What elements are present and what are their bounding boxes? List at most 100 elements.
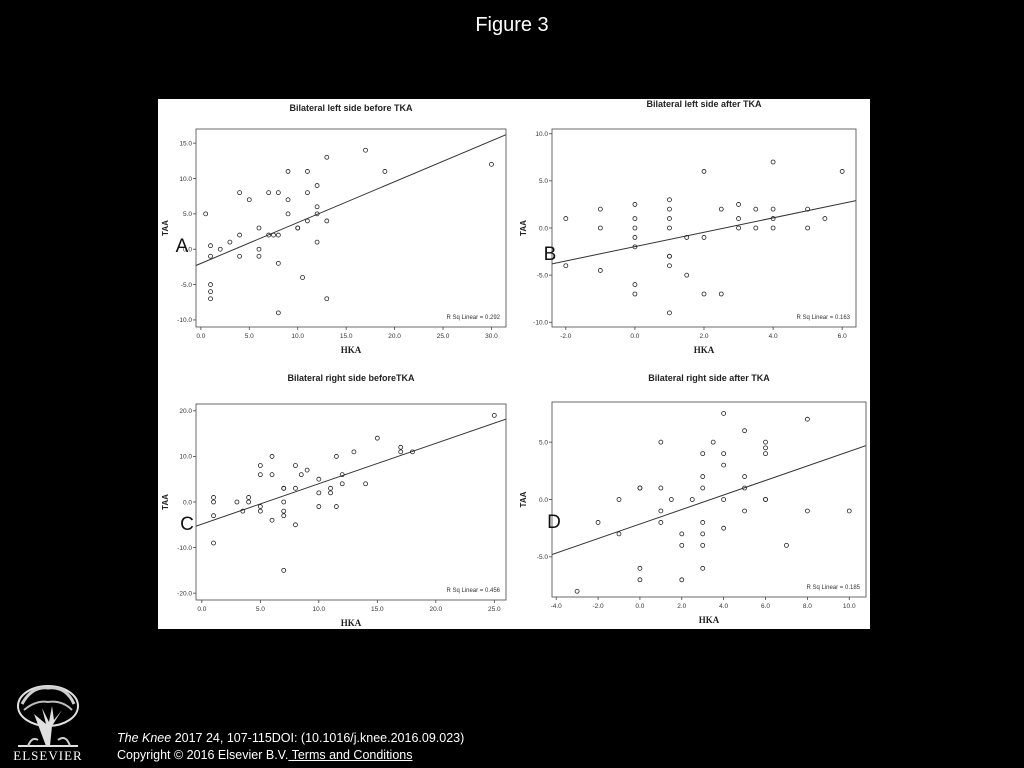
x-tick-label: 0.0 xyxy=(630,333,639,340)
y-tick-label: -10.0 xyxy=(533,320,548,327)
x-tick-label: 10.0 xyxy=(313,606,326,613)
data-point xyxy=(328,490,333,496)
data-point xyxy=(328,485,333,491)
data-point xyxy=(632,235,638,240)
x-tick-label: 20.0 xyxy=(429,606,442,613)
data-point xyxy=(281,513,287,519)
panel-label: B xyxy=(544,244,557,265)
data-point xyxy=(718,291,724,297)
data-point xyxy=(208,253,213,259)
data-point xyxy=(285,197,291,203)
data-point xyxy=(324,296,330,302)
data-point xyxy=(339,481,345,487)
data-point xyxy=(285,211,291,217)
data-point xyxy=(203,211,209,217)
x-tick-label: 0.0 xyxy=(635,603,644,610)
x-tick-label: 8.0 xyxy=(803,603,812,610)
data-point xyxy=(275,260,281,266)
data-point xyxy=(595,520,601,525)
panel-label: D xyxy=(547,512,561,533)
data-point xyxy=(211,540,216,546)
data-point xyxy=(846,508,852,514)
data-point xyxy=(491,412,497,418)
data-point xyxy=(667,263,672,269)
fit-line xyxy=(552,445,866,556)
chart-title: Bilateral right side after TKA xyxy=(648,373,770,383)
y-tick-label: 20.0 xyxy=(179,408,192,415)
y-axis-label: TAA xyxy=(519,491,528,507)
data-point xyxy=(721,451,727,457)
chart-title: Bilateral left side after TKA xyxy=(646,99,762,109)
data-point xyxy=(822,216,828,221)
data-point xyxy=(234,499,240,505)
x-axis-label: HKA xyxy=(694,345,715,355)
data-point xyxy=(721,411,727,416)
data-point xyxy=(256,225,262,231)
y-tick-label: -5.0 xyxy=(537,554,549,561)
data-point xyxy=(237,253,242,259)
y-axis-label: TAA xyxy=(161,220,170,236)
data-point xyxy=(679,577,685,583)
data-point xyxy=(784,542,789,548)
x-tick-label: 2.0 xyxy=(677,603,686,610)
data-point xyxy=(269,517,275,523)
data-point xyxy=(684,235,690,240)
copyright-text: Copyright © 2016 Elsevier B.V. xyxy=(117,748,289,762)
data-point xyxy=(275,232,281,238)
x-tick-label: 20.0 xyxy=(388,333,401,340)
x-tick-label: 15.0 xyxy=(340,333,353,340)
y-tick-label: 0.0 xyxy=(539,225,548,232)
x-tick-label: 6.0 xyxy=(838,333,847,340)
data-point xyxy=(324,218,330,224)
x-tick-label: 0.0 xyxy=(196,333,205,340)
data-point xyxy=(305,218,310,224)
data-point xyxy=(257,472,263,478)
data-point xyxy=(300,275,305,280)
data-point xyxy=(382,169,388,174)
r-squared-annotation: R Sq Linear = 0.292 xyxy=(446,315,500,321)
data-point xyxy=(721,525,727,531)
y-tick-label: 0.0 xyxy=(183,247,192,254)
x-tick-label: 6.0 xyxy=(761,603,770,610)
data-point xyxy=(700,520,706,525)
data-point xyxy=(574,588,580,594)
data-point xyxy=(333,504,339,509)
data-point xyxy=(742,485,747,491)
data-point xyxy=(658,508,664,514)
data-point xyxy=(304,467,310,473)
data-point xyxy=(316,490,322,496)
chart-title: Bilateral left side before TKA xyxy=(289,103,413,113)
data-point xyxy=(710,439,716,445)
data-point xyxy=(316,504,322,509)
y-tick-label: -20.0 xyxy=(177,590,192,597)
data-point xyxy=(689,497,695,502)
chart-d: Bilateral right side after TKA -4.0 -2.0 0.… xyxy=(519,373,867,625)
x-tick-label: 2.0 xyxy=(699,333,708,340)
data-point xyxy=(701,169,707,174)
x-tick-label: -2.0 xyxy=(592,603,604,610)
logo-word: ELSEVIER xyxy=(13,748,83,763)
data-point xyxy=(684,272,690,278)
journal-name: The Knee xyxy=(117,731,172,745)
data-point xyxy=(256,253,262,259)
y-tick-label: 10.0 xyxy=(179,176,192,183)
data-point xyxy=(700,531,706,537)
fit-line xyxy=(196,418,506,527)
terms-link[interactable]: Terms and Conditions xyxy=(288,748,413,762)
data-point xyxy=(805,225,811,231)
data-point xyxy=(637,565,643,571)
data-point xyxy=(293,485,298,491)
data-point xyxy=(770,225,776,231)
data-point xyxy=(246,499,252,505)
data-point xyxy=(314,183,320,188)
data-point xyxy=(679,531,685,537)
data-point xyxy=(314,239,320,245)
data-point xyxy=(742,474,747,479)
y-tick-label: -10.0 xyxy=(177,545,192,552)
data-point xyxy=(339,472,345,478)
data-point xyxy=(736,225,741,231)
data-point xyxy=(804,508,810,514)
data-point xyxy=(637,577,643,583)
data-point xyxy=(208,296,213,302)
data-point xyxy=(753,206,759,212)
